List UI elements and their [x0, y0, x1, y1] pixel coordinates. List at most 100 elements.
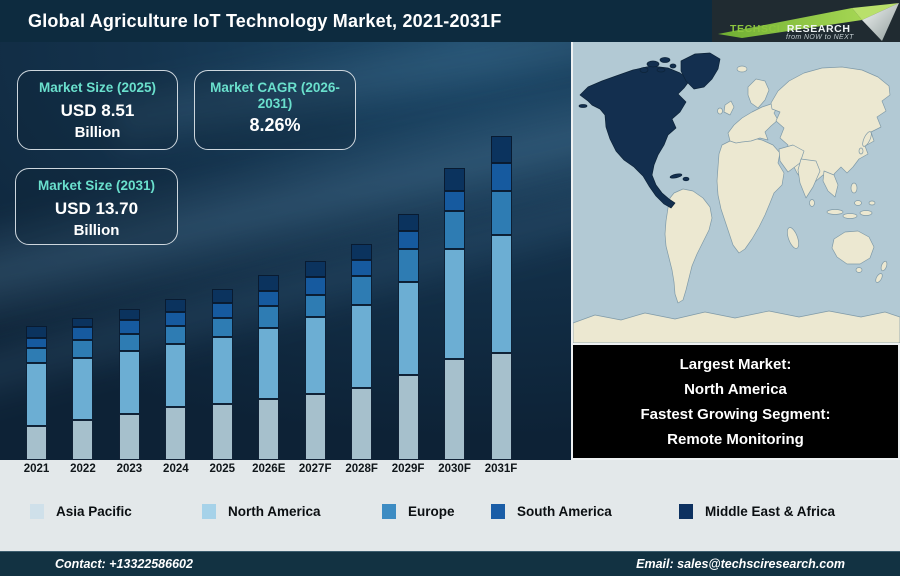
card-unit: Billion [73, 222, 120, 240]
island-new-guinea [859, 210, 873, 216]
card-label: Market CAGR (2026-2031) [210, 80, 340, 112]
bar-segment-asia-pacific [118, 414, 140, 460]
bar-segment-north-america [490, 235, 512, 353]
footer-email: Email: sales@techsciresearch.com [636, 557, 845, 571]
card-value: USD 13.70 [54, 199, 139, 219]
bar-segment-middle-east-africa [444, 168, 466, 191]
x-axis-label-2026E: 2026E [252, 463, 286, 475]
island-new-zealand-south [875, 273, 883, 283]
fastest-segment-label: Fastest Growing Segment: [640, 405, 831, 423]
bar-segment-europe [444, 211, 466, 249]
largest-market-value: North America [684, 380, 787, 398]
bar-segment-middle-east-africa [397, 214, 419, 231]
bar-segment-south-america [211, 303, 233, 318]
bar-segment-north-america [118, 351, 140, 414]
logo-tagline: from NOW to NEXT [786, 34, 854, 41]
bar-segment-europe [165, 326, 187, 344]
bar-segment-europe [351, 276, 373, 305]
bar-segment-asia-pacific [72, 420, 94, 460]
island-greenland [680, 52, 721, 90]
footer-contact: Contact: +13322586602 [55, 557, 193, 571]
legend-swatch [30, 504, 44, 519]
island-ireland [717, 107, 723, 115]
legend-item-asia-pacific: Asia Pacific [30, 504, 132, 519]
bar-segment-south-america [351, 260, 373, 276]
continent-south-america [664, 188, 713, 304]
x-axis-label-2028F: 2028F [345, 463, 378, 475]
bar-segment-asia-pacific [26, 426, 47, 460]
bar-segment-north-america [258, 328, 280, 399]
stacked-bar-2023 [118, 309, 140, 460]
bar-segment-europe [490, 191, 512, 235]
bar-segment-south-america [397, 231, 419, 249]
island-hispaniola [682, 176, 690, 182]
bar-segment-asia-pacific [304, 394, 326, 460]
island-aleutian [578, 104, 588, 108]
island-sri-lanka [809, 199, 815, 207]
legend-swatch [382, 504, 396, 519]
bar-segment-north-america [351, 305, 373, 388]
region-india [797, 158, 821, 199]
legend-swatch [491, 504, 505, 519]
bar-segment-middle-east-africa [165, 299, 187, 312]
bar-segment-south-america [165, 312, 187, 326]
chart-panel: Market Size (2025) USD 8.51 Billion Mark… [0, 42, 573, 460]
arctic-island [659, 57, 671, 63]
card-value: 8.26% [249, 114, 301, 135]
bar-segment-middle-east-africa [211, 289, 233, 303]
bar-segment-europe [397, 249, 419, 282]
stacked-bar-chart [0, 42, 573, 460]
page-title: Global Agriculture IoT Technology Market… [28, 10, 502, 31]
legend-label: South America [517, 504, 612, 519]
stacked-bar-2024 [165, 299, 187, 460]
market-size-2025-card: Market Size (2025) USD 8.51 Billion [17, 70, 178, 150]
x-axis-label-2030F: 2030F [438, 463, 471, 475]
x-axis-label-2021: 2021 [23, 463, 50, 475]
footer-bar: Contact: +13322586602 Email: sales@techs… [0, 551, 900, 576]
island-java [842, 213, 858, 219]
bar-segment-south-america [26, 338, 47, 348]
bar-segment-south-america [444, 191, 466, 211]
stacked-bar-2029F [397, 214, 419, 460]
bar-segment-europe [304, 295, 326, 317]
legend-swatch [679, 504, 693, 519]
region-scandinavia [747, 78, 770, 109]
arctic-island [646, 60, 660, 68]
fastest-segment-value: Remote Monitoring [667, 430, 804, 448]
x-axis-label-2023: 2023 [116, 463, 143, 475]
stacked-bar-2021 [26, 326, 47, 460]
legend-item-middle-east-africa: Middle East & Africa [679, 504, 835, 519]
world-map-svg [573, 42, 900, 343]
island-japan [862, 131, 872, 147]
bar-segment-south-america [258, 291, 280, 306]
bar-segment-north-america [211, 337, 233, 404]
bar-segment-north-america [165, 344, 187, 407]
island-japan-south [858, 147, 864, 155]
island-philippines [850, 182, 858, 194]
island-uk [723, 100, 735, 116]
stacked-bar-2026E [258, 275, 280, 460]
continent-africa [716, 136, 785, 254]
continent-australia [831, 230, 875, 265]
bar-segment-europe [211, 318, 233, 337]
logo-brand-secondary: Research [786, 23, 851, 35]
world-map [571, 42, 900, 343]
bar-segment-south-america [490, 163, 512, 191]
largest-market-label: Largest Market: [679, 355, 792, 373]
legend-item-europe: Europe [382, 504, 455, 519]
continent-europe [727, 103, 779, 144]
logo-brand-primary: TechSci [730, 23, 781, 35]
card-label: Market Size (2031) [37, 178, 156, 193]
market-size-2031-card: Market Size (2031) USD 13.70 Billion [15, 168, 178, 245]
bar-segment-asia-pacific [211, 404, 233, 460]
map-continents [573, 65, 900, 343]
bar-segment-south-america [72, 327, 94, 340]
bar-segment-south-america [118, 320, 140, 334]
bar-segment-asia-pacific [351, 388, 373, 460]
bar-segment-asia-pacific [444, 359, 466, 460]
bottom-strip: 2021 2022 2023 2024 2025 2026E 2027F 2028F 2029F… [0, 460, 900, 551]
card-unit: Billion [74, 124, 121, 142]
stacked-bar-2031F [490, 136, 512, 460]
legend-label: Asia Pacific [56, 504, 132, 519]
